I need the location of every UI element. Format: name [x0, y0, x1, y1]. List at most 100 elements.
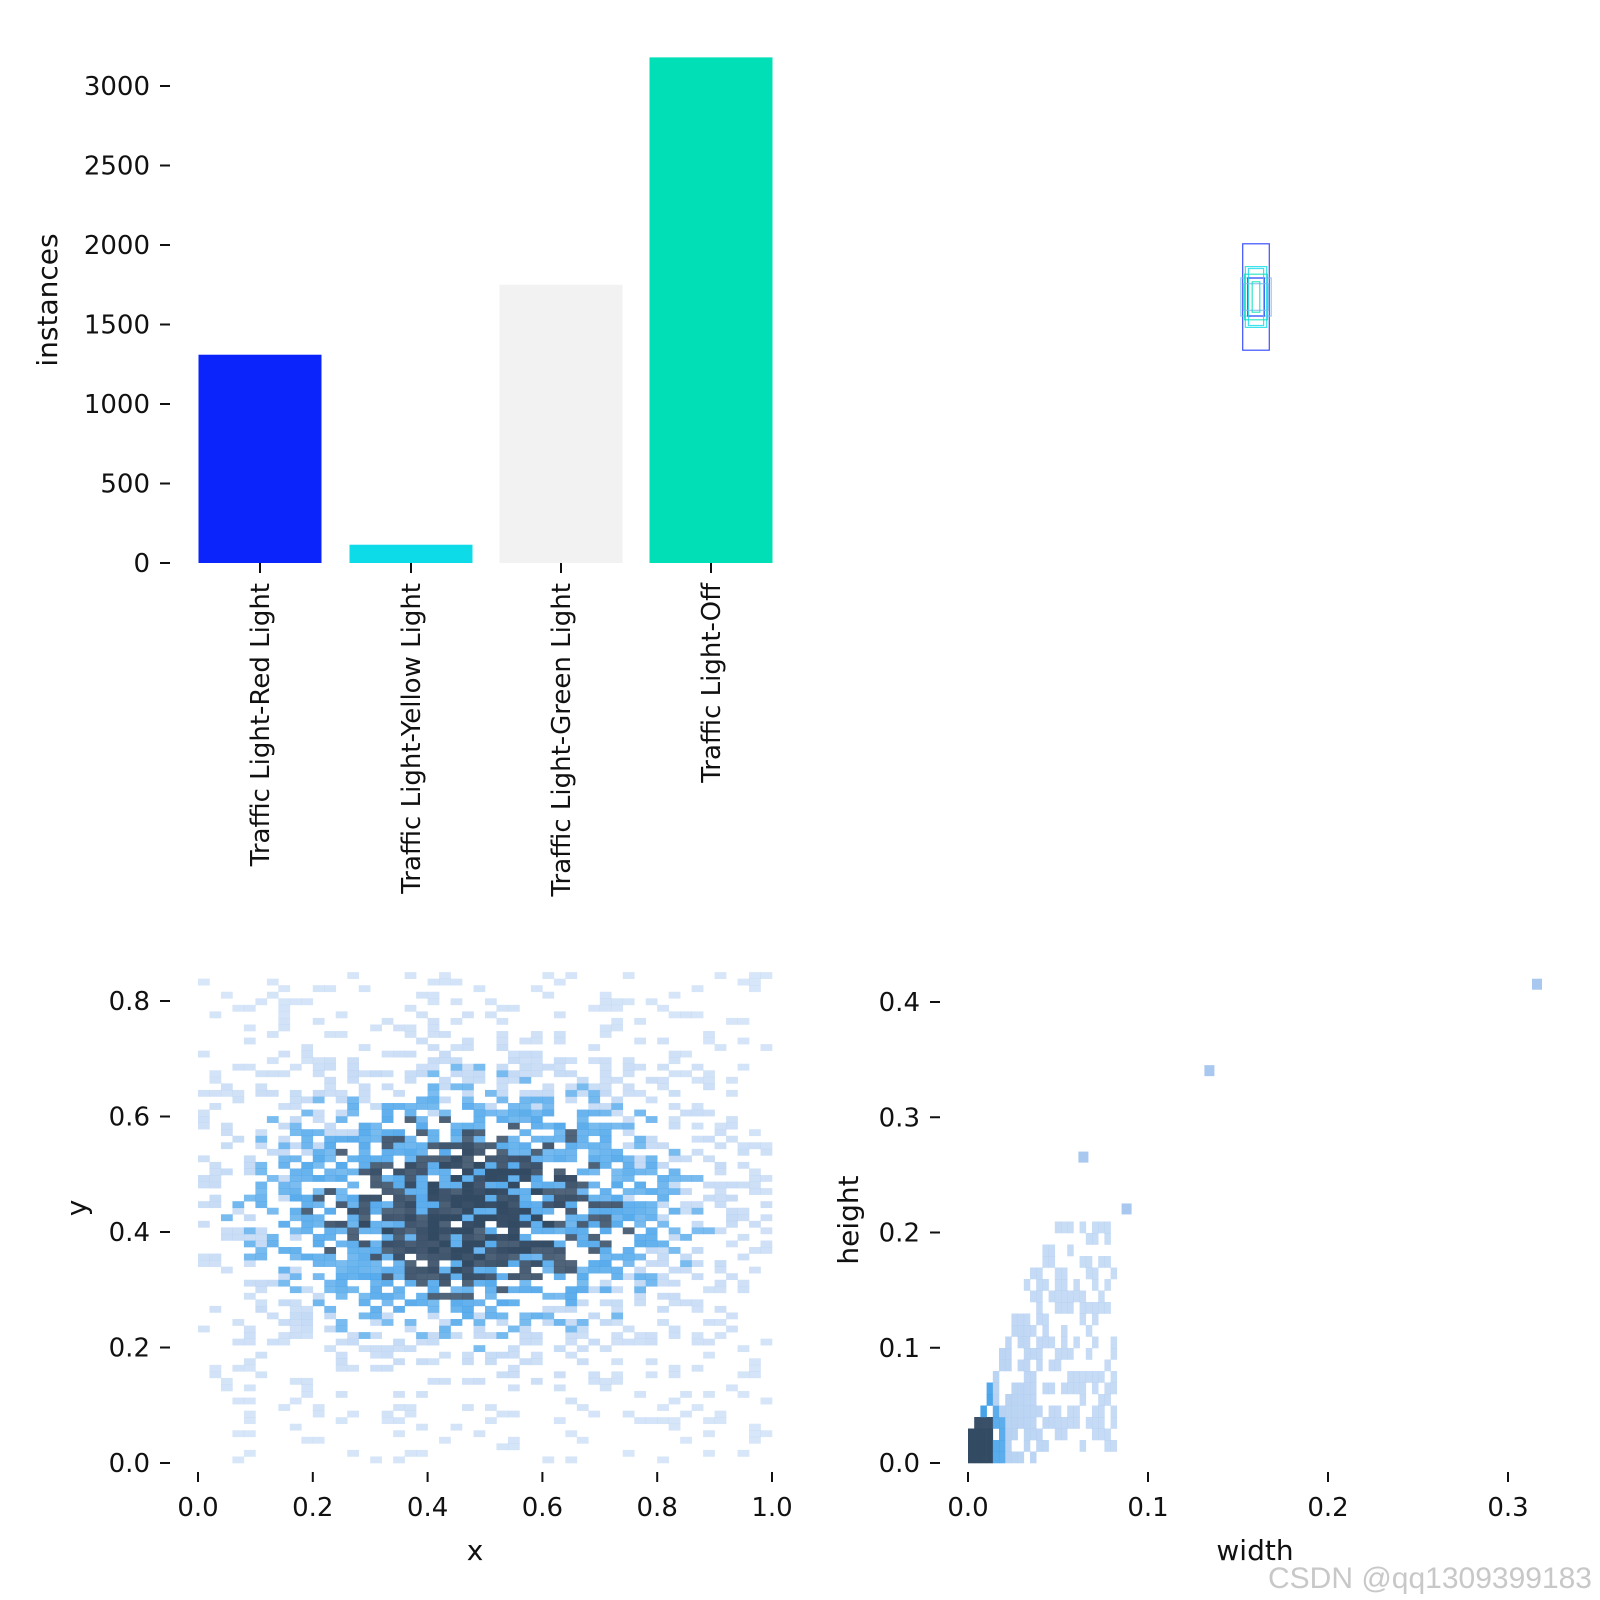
heatmap-cell — [370, 1305, 382, 1313]
heatmap-cell — [496, 1109, 509, 1117]
heatmap-cell — [691, 1260, 704, 1267]
heatmap-cell — [381, 1129, 394, 1137]
heatmap-cell — [439, 1436, 451, 1444]
heatmap-cell — [565, 1430, 578, 1438]
heatmap-cell — [381, 1410, 394, 1418]
heatmap-cell — [519, 1129, 532, 1137]
heatmap-cell — [439, 1175, 451, 1182]
xy-y-tick-label: 0.0 — [109, 1449, 150, 1479]
heatmap-cell — [519, 1266, 532, 1274]
heatmap-cell — [278, 1247, 291, 1254]
heatmap-cell — [473, 1168, 486, 1176]
heatmap-cell — [657, 1076, 669, 1084]
heatmap-cell — [255, 1181, 268, 1189]
heatmap-cell — [347, 1063, 360, 1071]
heatmap-cell — [565, 1155, 578, 1163]
xy-y-tick-label: 0.6 — [109, 1103, 150, 1133]
heatmap-cell — [542, 1207, 555, 1215]
heatmap-cell — [576, 1358, 589, 1366]
heatmap-cell — [427, 1214, 440, 1222]
heatmap-cell — [588, 1142, 601, 1150]
heatmap-cell — [553, 1266, 566, 1274]
heatmap-cell — [1023, 1382, 1031, 1395]
heatmap-cell — [462, 1194, 474, 1202]
heatmap-cell — [576, 1273, 589, 1281]
heatmap-cell — [760, 1188, 773, 1195]
heatmap-cell — [255, 1201, 268, 1209]
heatmap-cell — [588, 1155, 601, 1163]
heatmap-cell — [542, 991, 555, 999]
heatmap-cell — [335, 1391, 348, 1398]
bar-y-tick-label: 2500 — [84, 152, 150, 182]
heatmap-cell — [335, 1089, 348, 1097]
bar-x-tick-label: Traffic Light-Off — [697, 582, 727, 784]
heatmap-cell — [278, 1135, 291, 1143]
heatmap-cell — [289, 1188, 302, 1195]
heatmap-cell — [691, 1076, 704, 1084]
heatmap-cell — [622, 1260, 635, 1267]
heatmap-cell — [1073, 1279, 1080, 1291]
heatmap-cell — [507, 1240, 520, 1248]
heatmap-cell — [611, 1175, 624, 1182]
heatmap-cell — [634, 1279, 647, 1287]
heatmap-cell — [370, 1201, 382, 1209]
heatmap-cell — [588, 1240, 601, 1248]
heatmap-cell — [622, 1129, 635, 1137]
heatmap-cell — [634, 1220, 647, 1228]
heatmap-cell — [703, 1430, 715, 1438]
heatmap-cell — [462, 1220, 474, 1228]
heatmap-cell — [507, 1109, 520, 1117]
heatmap-cell — [703, 1037, 715, 1045]
heatmap-cell — [473, 1188, 486, 1195]
heatmap-cell — [737, 1391, 750, 1398]
heatmap-cell — [404, 1240, 417, 1248]
heatmap-cell — [462, 1155, 474, 1163]
heatmap-cell — [312, 1148, 325, 1156]
heatmap-cell — [1023, 1279, 1031, 1291]
heatmap-cell — [370, 1207, 382, 1215]
heatmap-cell — [404, 1188, 417, 1195]
heatmap-cell — [404, 1076, 417, 1084]
heatmap-cell — [335, 1011, 348, 1019]
heatmap-cell — [1092, 1233, 1099, 1245]
heatmap-cell — [703, 1391, 715, 1398]
heatmap-cell — [1073, 1336, 1080, 1349]
heatmap-cell — [1092, 1313, 1099, 1326]
heatmap-cell — [358, 1273, 371, 1281]
heatmap-cell — [1079, 1382, 1087, 1395]
heatmap-cell — [634, 1109, 647, 1117]
heatmap-cell — [289, 1253, 302, 1261]
heatmap-cell — [691, 1103, 704, 1110]
heatmap-cell — [507, 1286, 520, 1294]
heatmap-cell — [1092, 1221, 1099, 1234]
heatmap-cell — [737, 1142, 750, 1150]
heatmap-cell — [611, 1122, 624, 1130]
heatmap-cell — [358, 1044, 371, 1051]
heatmap-cell — [335, 1273, 348, 1281]
heatmap-cell — [473, 1194, 486, 1202]
heatmap-cell — [439, 1031, 451, 1038]
heatmap-cell — [381, 1135, 394, 1143]
heatmap-cell — [1110, 1348, 1118, 1360]
heatmap-cell — [530, 1148, 543, 1156]
heatmap-cell — [519, 1253, 532, 1261]
heatmap-cell — [496, 1312, 509, 1320]
heatmap-cell — [565, 1175, 578, 1182]
heatmap-cell — [243, 1161, 256, 1169]
heatmap-cell — [1011, 1325, 1018, 1337]
heatmap-cell — [473, 1214, 486, 1222]
heatmap-cell — [381, 1070, 394, 1078]
heatmap-cell — [645, 1279, 658, 1287]
heatmap-cell — [553, 1384, 566, 1392]
heatmap-cell — [439, 1161, 451, 1169]
heatmap-cell — [565, 1201, 578, 1209]
heatmap-cell — [507, 1260, 520, 1267]
heatmap-cell — [1110, 1336, 1118, 1349]
heatmap-cell — [439, 1253, 451, 1261]
heatmap-cell — [645, 1135, 658, 1143]
heatmap-cell — [992, 1451, 1000, 1464]
heatmap-cell — [530, 1037, 543, 1045]
heatmap-cell — [243, 1194, 256, 1202]
heatmap-cell — [427, 1273, 440, 1281]
heatmap-cell — [519, 1063, 532, 1071]
